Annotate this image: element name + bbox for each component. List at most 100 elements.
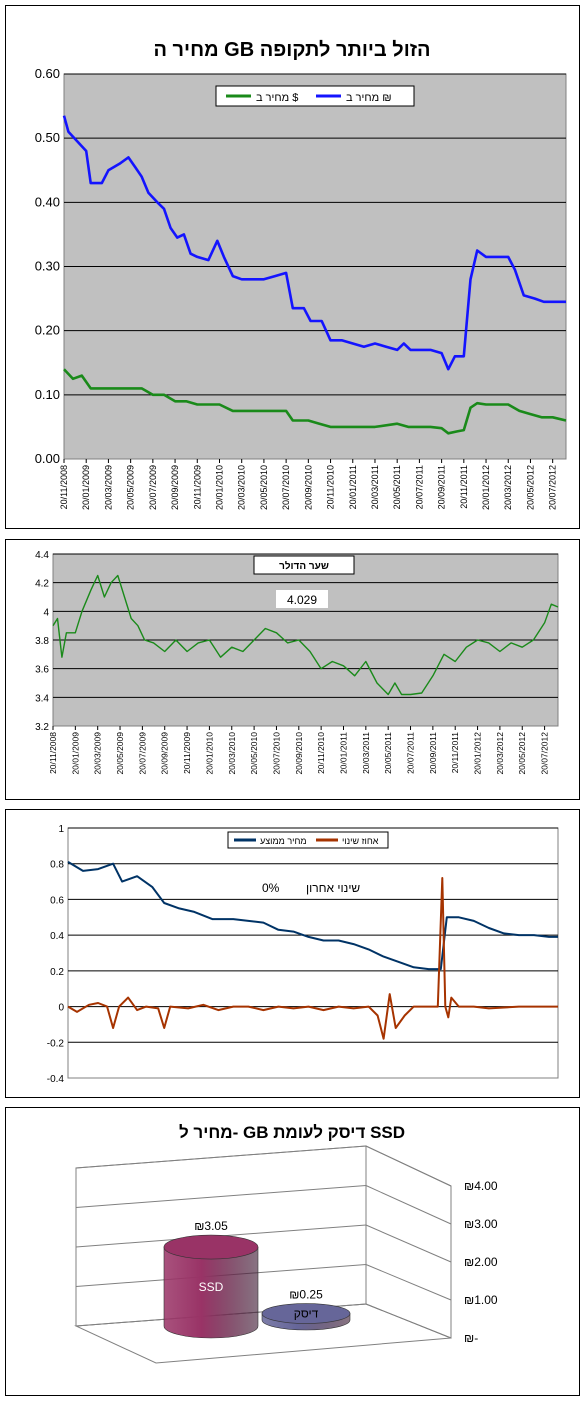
x-tick-label: 20/07/2010 [281,465,291,510]
x-tick-label: 20/05/2009 [115,732,125,775]
x-tick-label: 20/01/2012 [481,465,491,510]
bar-top [261,1303,351,1324]
y-tick-label: 0.4 [50,931,64,942]
bar [163,1246,259,1339]
x-tick-label: 20/05/2009 [126,465,136,510]
x-tick-label: 20/11/2009 [182,732,192,774]
y-tick-label: 0.50 [35,130,60,145]
gridline [365,1185,452,1225]
y-tick-label: -0.4 [47,1074,65,1085]
x-tick-label: 20/11/2009 [192,465,202,509]
series-line [67,877,558,1040]
legend-title: שער הדולר [279,560,329,572]
y-tick-label: 3.8 [35,636,49,647]
x-tick-label: 20/05/2012 [525,465,535,510]
y-tick-label: -0.2 [47,1038,65,1049]
last-change-value: 0% [262,881,280,895]
category-label: דיסק [294,1307,319,1321]
exchange-rate-chart: 3.2 3.4 3.6 3.8 4 4.2 4.4 20/11/2008 20/01/2009 2… [35,550,559,775]
x-tick-label: 20/09/2011 [428,732,438,774]
x-tick-label: 20/07/2012 [540,732,550,775]
ssd-vs-disk-chart-panel: מחיר ל- GB דיסק לעומת SSD ₪- ₪1.00 ₪2.00 ₪3… [5,1107,580,1396]
x-tick-label: 20/01/2011 [338,732,348,774]
y-tick-label: 3.2 [35,722,49,733]
y-tick-label: 1 [58,824,64,835]
gb-price-chart: מחיר ה GB הזול ביותר לתקופה 0.00 0.10 0.20… [35,39,567,510]
x-tick-label: 20/09/2010 [294,732,304,775]
x-tick-label: 20/11/2011 [459,465,469,509]
x-tick-label: 20/03/2009 [93,732,103,775]
x-tick-label: 20/11/2011 [450,732,460,774]
x-tick-label: 20/01/2009 [70,732,80,775]
y-tick-label: 0.00 [35,451,60,466]
gb-price-chart-panel: מחיר ה GB הזול ביותר לתקופה 0.00 0.10 0.20… [5,5,580,529]
x-tick-label: 20/07/2009 [148,465,158,510]
y-tick-label: ₪- [464,1331,478,1345]
normalized-chart-panel: -0.4 -0.2 0 0.2 0.4 0.6 0.8 1 מחיר ממוצע אחוז ש… [5,809,580,1098]
x-tick-label: 20/05/2012 [517,732,527,775]
y-tick-label: 0.40 [35,194,60,209]
normalized-chart: -0.4 -0.2 0 0.2 0.4 0.6 0.8 1 מחיר ממוצע אחוז ש… [47,824,559,1085]
y-tick-label: ₪4.00 [464,1179,498,1193]
gridline [75,1145,367,1169]
y-tick-label: ₪1.00 [464,1293,498,1307]
y-tick-label: 0.6 [50,895,64,906]
bar-top [163,1234,259,1260]
y-tick-label: 0.10 [35,387,60,402]
x-tick-label: 20/07/2012 [548,465,558,510]
x-tick-label: 20/01/2011 [348,465,358,509]
x-tick-label: 20/01/2010 [214,465,224,510]
x-tick-label: 20/03/2011 [361,732,371,774]
y-tick-label: 3.4 [35,693,49,704]
y-tick-label: 4.4 [35,550,49,561]
legend-item-usd: מחיר ב $ [256,92,298,104]
series-line [63,368,567,435]
y-tick-label: 0.60 [35,66,60,81]
legend-item-ils: מחיר ב ₪ [346,92,392,104]
data-label: ₪3.05 [194,1219,228,1233]
x-tick-label: 20/05/2011 [392,465,402,509]
x-tick-label: 20/03/2012 [503,465,513,510]
x-tick-label: 20/01/2012 [473,732,483,775]
x-tick-label: 20/05/2010 [249,732,259,775]
chart-title: מחיר ל- GB דיסק לעומת SSD [179,1123,405,1142]
x-tick-label: 20/03/2010 [227,732,237,775]
chart-legend: שער הדולר 4.029 [253,555,355,608]
x-tick-label: 20/05/2011 [383,732,393,774]
gridline [365,1264,452,1301]
x-tick-label: 20/11/2008 [59,465,69,509]
x-tick-label: 20/07/2009 [137,732,147,775]
x-tick-label: 20/11/2008 [48,732,58,774]
x-tick-label: 20/09/2010 [303,465,313,510]
legend-item-avg: מחיר ממוצע [260,836,307,846]
x-tick-label: 20/11/2010 [316,732,326,774]
x-tick-label: 20/01/2010 [204,732,214,775]
x-tick-label: 20/11/2010 [326,465,336,509]
x-tick-label: 20/03/2010 [237,465,247,510]
x-tick-label: 20/07/2010 [271,732,281,775]
x-tick-label: 20/01/2009 [81,465,91,510]
gridline [365,1145,452,1187]
series-line [52,574,559,696]
ssd-vs-disk-chart: מחיר ל- GB דיסק לעומת SSD ₪- ₪1.00 ₪2.00 ₪3… [74,1123,498,1364]
y-tick-label: 0.8 [50,860,64,871]
last-change-label: שינוי אחרון [306,881,360,895]
data-label: ₪0.25 [289,1288,323,1302]
y-tick-label: 0.20 [35,323,60,338]
x-tick-label: 20/03/2012 [495,732,505,775]
y-tick-label: 0 [58,1003,64,1014]
gridline [365,1224,452,1263]
y-tick-label: 0.30 [35,259,60,274]
y-tick-label: 0.2 [50,967,64,978]
x-tick-label: 20/05/2010 [259,465,269,510]
x-tick-label: 20/07/2011 [406,732,416,774]
chart-title: מחיר ה GB הזול ביותר לתקופה [153,39,430,61]
x-tick-label: 20/03/2009 [103,465,113,510]
plot-area [67,827,559,1079]
chart-legend: מחיר ממוצע אחוז שינוי 0% שינוי אחרון [227,831,389,896]
x-tick-label: 20/07/2011 [414,465,424,509]
category-label: SSD [199,1280,224,1294]
y-tick-label: 3.6 [35,665,49,676]
gridline [365,1303,452,1339]
x-tick-label: 20/09/2011 [437,465,447,509]
